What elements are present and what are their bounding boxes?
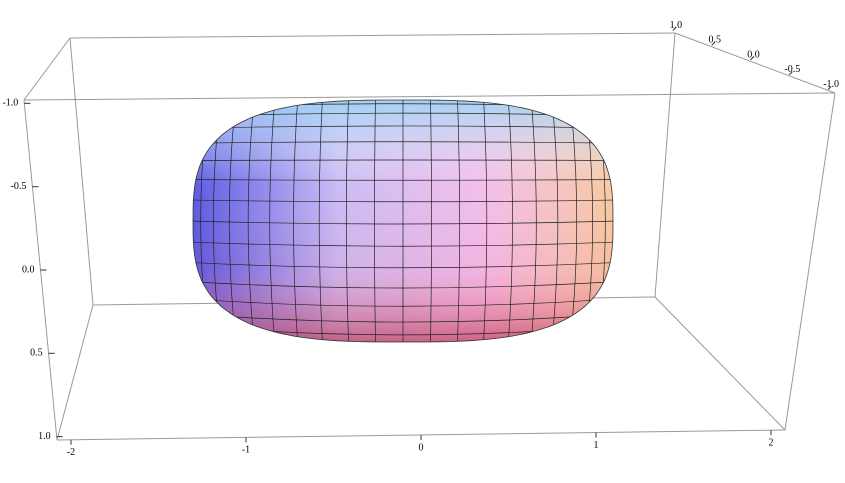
mesh-line (193, 159, 613, 161)
mesh-line (430, 100, 432, 342)
y-tick-label: -1.0 (823, 79, 839, 90)
axes: -2 -1 0 1 2 1.0 0.5 0.0 -0.5 -1.0 1.0 0.5 0.0 -0.5 -1.… (2, 20, 839, 458)
mesh-line (193, 313, 613, 323)
mesh-line (193, 179, 613, 181)
y-tick-label: -0.5 (784, 64, 800, 75)
mesh-line (193, 341, 613, 342)
y-tick-label: 0.0 (747, 49, 760, 60)
mesh-line (457, 100, 461, 342)
mesh-line (247, 100, 255, 342)
tick-mark (750, 56, 754, 61)
x-tick-label: 0 (419, 442, 424, 453)
box-edge (654, 296, 786, 431)
mesh-line (551, 100, 559, 342)
mesh-line (193, 141, 613, 144)
box-edge (69, 32, 676, 39)
box-edge (674, 32, 836, 94)
x-tick-label: 1 (594, 440, 599, 451)
y-tick-label: 0.5 (708, 35, 721, 46)
mesh-line (193, 241, 613, 247)
x-tick-label: -2 (67, 447, 75, 458)
z-tick-label: 0.0 (22, 264, 35, 275)
mesh-line (612, 100, 613, 342)
mesh-line (345, 100, 349, 342)
z-tick-label: -1.0 (2, 98, 18, 109)
x-tick-label: -1 (242, 445, 250, 456)
tick-mark (672, 27, 677, 31)
mesh-line (193, 281, 613, 289)
y-tick-label: 1.0 (670, 20, 683, 31)
box-edge (23, 37, 71, 101)
x-tick-label: 2 (769, 437, 774, 448)
tick-mark (711, 41, 716, 46)
box-edge (654, 32, 676, 298)
mesh-line (193, 220, 613, 225)
tick-mark (827, 86, 832, 90)
mesh-line (193, 100, 194, 342)
box-edge (784, 92, 836, 431)
z-tick-label: 0.5 (30, 348, 43, 359)
box-edge (69, 37, 94, 306)
box-edge (23, 92, 836, 101)
z-tick-label: 1.0 (38, 431, 51, 442)
mesh-line (374, 100, 376, 342)
surface (192, 99, 614, 343)
box-edge (56, 304, 94, 441)
mesh-line (193, 199, 613, 203)
mesh-line (193, 298, 613, 307)
z-tick-label: -0.5 (11, 181, 27, 192)
surface-outline (192, 99, 614, 343)
mesh-line (193, 125, 613, 129)
tick-mark (788, 71, 793, 76)
mesh-line (193, 262, 613, 269)
